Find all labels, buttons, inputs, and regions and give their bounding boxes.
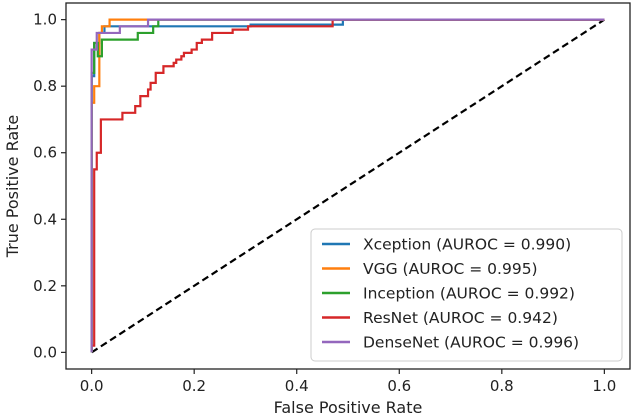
y-tick-label: 0.4 [33, 210, 57, 228]
legend-label-densenet: DenseNet (AUROC = 0.996) [363, 334, 579, 352]
x-tick-label: 0.4 [285, 377, 309, 395]
legend-box [310, 228, 623, 362]
roc-line-densenet [90, 18, 605, 353]
chance-diagonal-line [91, 18, 605, 354]
y-tick-label: 1.0 [33, 11, 57, 29]
x-axis-label: False Positive Rate [274, 398, 423, 417]
roc-line-resnet [91, 18, 605, 347]
y-tick-label: 0.0 [33, 343, 57, 361]
y-ticks: 0.0 0.2 0.4 0.6 0.8 1.0 [33, 11, 66, 361]
x-ticks: 0.0 0.2 0.4 0.6 0.8 1.0 [80, 369, 616, 395]
y-tick-label: 0.2 [33, 277, 57, 295]
axes-frame [65, 2, 631, 370]
legend-label-vgg: VGG (AUROC = 0.995) [363, 260, 538, 278]
series-layer [90, 18, 605, 353]
x-tick-label: 0.6 [387, 377, 411, 395]
y-axis-label: True Positive Rate [3, 115, 22, 259]
x-tick-label: 0.0 [80, 377, 104, 395]
x-tick-label: 0.2 [182, 377, 206, 395]
reference-line-layer [91, 18, 605, 354]
legend-label-resnet: ResNet (AUROC = 0.942) [363, 309, 558, 327]
legend-label-inception: Inception (AUROC = 0.992) [363, 285, 575, 303]
y-tick-label: 0.8 [33, 77, 57, 95]
x-tick-label: 1.0 [592, 377, 616, 395]
roc-line-inception [90, 18, 605, 353]
plot-area [90, 18, 605, 354]
legend: Xception (AUROC = 0.990) VGG (AUROC = 0.9… [310, 228, 623, 362]
y-tick-label: 0.6 [33, 144, 57, 162]
x-tick-label: 0.8 [490, 377, 514, 395]
legend-label-xception: Xception (AUROC = 0.990) [363, 236, 571, 254]
